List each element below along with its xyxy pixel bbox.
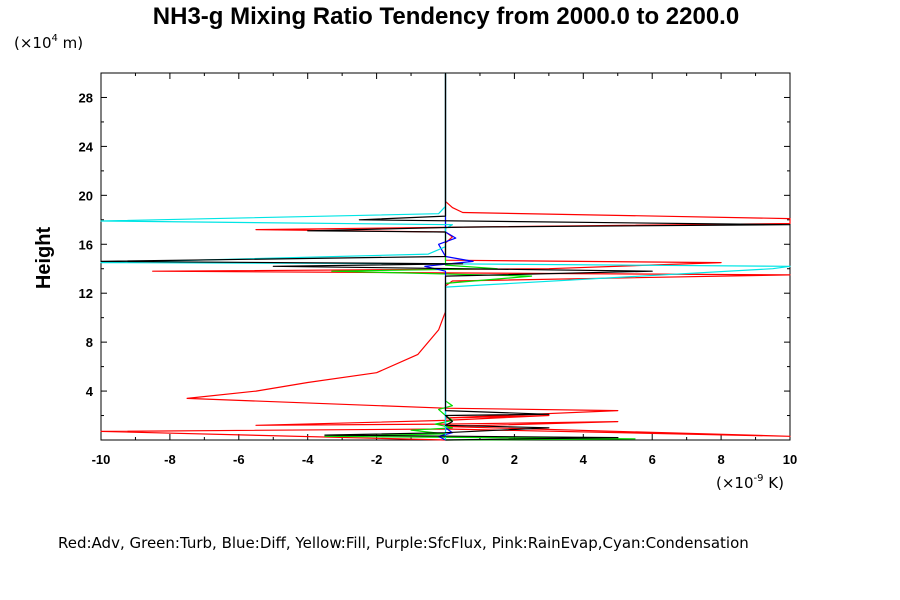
y-tick-label: 4 [86,384,94,399]
x-tick-label: 10 [783,452,797,467]
x-tick-label: 8 [717,452,724,467]
y-tick-label: 24 [79,139,94,154]
series-layer [100,73,791,441]
x-tick-label: -4 [302,452,314,467]
series-line-turb [324,73,636,441]
x-tick-label: -2 [371,452,383,467]
legend-text: Red:Adv, Green:Turb, Blue:Diff, Yellow:F… [58,534,749,552]
y-tick-label: 8 [86,335,93,350]
y-axis-label: Height [33,227,55,290]
y-tick-label: 28 [79,90,93,105]
y-tick-label: 12 [79,286,93,301]
x-tick-label: 0 [442,452,449,467]
y-tick-label: 20 [79,188,93,203]
x-axis-unit: (×10-9 K) [716,473,784,492]
y-tick-label: 16 [79,237,93,252]
x-tick-label: 6 [649,452,656,467]
series-line-total [100,73,791,441]
x-tick-label: -8 [164,452,176,467]
x-tick-label: -6 [233,452,245,467]
x-tick-label: 4 [580,452,588,467]
chart-title: NH3-g Mixing Ratio Tendency from 2000.0 … [153,3,739,30]
series-line-condensation [100,73,791,440]
y-axis-unit: (×104 m) [14,33,83,52]
x-tick-label: -10 [92,452,111,467]
x-tick-label: 2 [511,452,518,467]
